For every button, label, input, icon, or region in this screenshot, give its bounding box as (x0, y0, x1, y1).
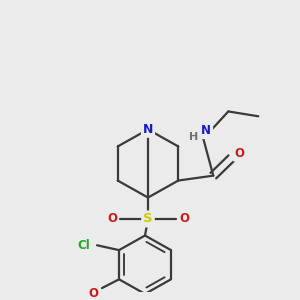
Text: O: O (107, 212, 117, 226)
Text: O: O (179, 212, 189, 226)
Text: O: O (234, 147, 244, 160)
Text: N: N (201, 124, 211, 137)
Text: Cl: Cl (78, 239, 90, 252)
Text: S: S (143, 212, 153, 226)
Text: N: N (143, 123, 153, 136)
Text: H: H (189, 132, 198, 142)
Text: O: O (88, 287, 98, 300)
